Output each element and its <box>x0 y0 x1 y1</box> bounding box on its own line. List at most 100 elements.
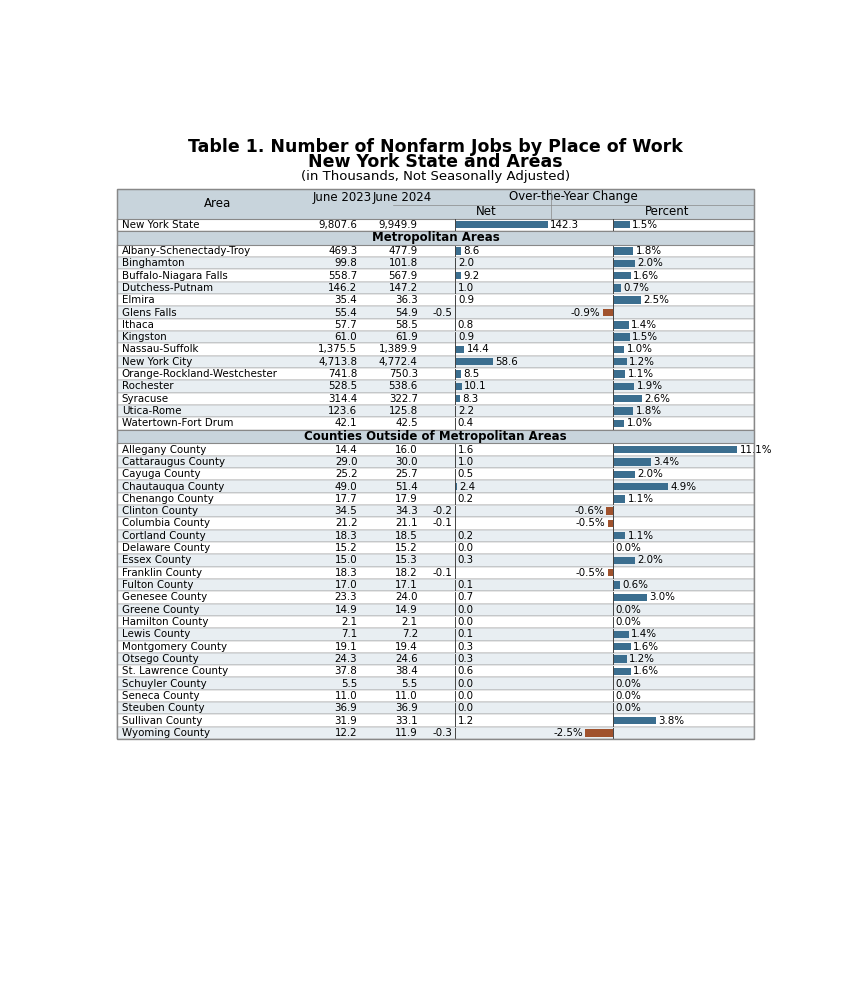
Text: 567.9: 567.9 <box>388 271 418 281</box>
Text: 54.9: 54.9 <box>395 308 418 318</box>
Bar <box>117 189 754 219</box>
Text: 16.0: 16.0 <box>395 445 418 455</box>
Bar <box>117 517 754 530</box>
Text: 4.9%: 4.9% <box>670 482 696 492</box>
Bar <box>117 417 754 430</box>
Text: 0.6%: 0.6% <box>622 580 649 590</box>
Bar <box>117 245 754 257</box>
Bar <box>455 358 493 365</box>
Text: 0.2: 0.2 <box>457 494 473 504</box>
Text: Ithaca: Ithaca <box>122 320 154 330</box>
Bar <box>455 260 456 267</box>
Text: 0.0: 0.0 <box>457 679 473 689</box>
Text: 23.3: 23.3 <box>335 592 357 602</box>
Bar <box>117 306 754 319</box>
Bar <box>117 591 754 604</box>
Text: Area: Area <box>204 197 231 210</box>
Text: 4,713.8: 4,713.8 <box>319 357 357 367</box>
Text: 14.4: 14.4 <box>335 445 357 455</box>
Text: Fulton County: Fulton County <box>122 580 193 590</box>
Text: 1.6%: 1.6% <box>633 271 660 281</box>
Text: 0.1: 0.1 <box>457 629 473 639</box>
Text: 1.5%: 1.5% <box>632 220 658 230</box>
Text: 15.3: 15.3 <box>395 555 418 565</box>
Text: 123.6: 123.6 <box>328 406 357 416</box>
Text: 11.0: 11.0 <box>395 691 418 701</box>
Bar <box>117 380 754 393</box>
Text: 0.1: 0.1 <box>457 580 473 590</box>
Text: 30.0: 30.0 <box>395 457 418 467</box>
Bar <box>117 257 754 269</box>
Bar <box>613 557 636 564</box>
Text: Montgomery County: Montgomery County <box>122 642 227 652</box>
Bar <box>613 483 668 490</box>
Text: 0.0%: 0.0% <box>615 617 641 627</box>
Text: 3.8%: 3.8% <box>658 716 684 726</box>
Text: 31.9: 31.9 <box>335 716 357 726</box>
Bar <box>117 628 754 641</box>
Text: 538.6: 538.6 <box>388 381 418 391</box>
Text: Syracuse: Syracuse <box>122 394 169 404</box>
Text: 0.4: 0.4 <box>457 418 473 428</box>
Text: Chenango County: Chenango County <box>122 494 213 504</box>
Text: 5.5: 5.5 <box>401 679 418 689</box>
Text: 29.0: 29.0 <box>335 457 357 467</box>
Text: 1.0: 1.0 <box>458 457 474 467</box>
Text: 147.2: 147.2 <box>388 283 418 293</box>
Bar <box>613 643 631 650</box>
Text: 0.0: 0.0 <box>457 605 473 615</box>
Text: Cayuga County: Cayuga County <box>122 469 201 479</box>
Text: Sullivan County: Sullivan County <box>122 716 202 726</box>
Text: 8.5: 8.5 <box>463 369 479 379</box>
Bar <box>455 483 456 490</box>
Text: 18.2: 18.2 <box>395 568 418 578</box>
Text: 1.0: 1.0 <box>458 283 474 293</box>
Text: 0.3: 0.3 <box>457 654 473 664</box>
Bar <box>613 284 620 292</box>
Text: Genesee County: Genesee County <box>122 592 207 602</box>
Text: 528.5: 528.5 <box>328 381 357 391</box>
Bar <box>117 567 754 579</box>
Bar <box>608 569 613 576</box>
Text: 0.0%: 0.0% <box>615 679 641 689</box>
Text: 99.8: 99.8 <box>335 258 357 268</box>
Bar <box>117 269 754 282</box>
Bar <box>117 554 754 567</box>
Bar <box>613 655 626 663</box>
Text: -0.1: -0.1 <box>433 518 452 528</box>
Text: 18.5: 18.5 <box>395 531 418 541</box>
Text: Nassau-Suffolk: Nassau-Suffolk <box>122 344 198 354</box>
Text: Seneca County: Seneca County <box>122 691 200 701</box>
Text: Table 1. Number of Nonfarm Jobs by Place of Work: Table 1. Number of Nonfarm Jobs by Place… <box>188 138 683 156</box>
Text: Albany-Schenectady-Troy: Albany-Schenectady-Troy <box>122 246 251 256</box>
Text: -0.1: -0.1 <box>433 568 452 578</box>
Text: New York State and Areas: New York State and Areas <box>309 153 563 171</box>
Bar <box>613 668 631 675</box>
Text: Wyoming County: Wyoming County <box>122 728 210 738</box>
Text: 477.9: 477.9 <box>388 246 418 256</box>
Text: 38.4: 38.4 <box>395 666 418 676</box>
Bar <box>117 579 754 591</box>
Text: 21.1: 21.1 <box>395 518 418 528</box>
Bar <box>117 677 754 690</box>
Text: -0.5%: -0.5% <box>575 568 605 578</box>
Text: 17.0: 17.0 <box>335 580 357 590</box>
Text: 314.4: 314.4 <box>328 394 357 404</box>
Bar <box>613 407 633 415</box>
Text: -2.5%: -2.5% <box>553 728 583 738</box>
Text: 0.0%: 0.0% <box>615 605 641 615</box>
Text: 101.8: 101.8 <box>388 258 418 268</box>
Text: 2.0%: 2.0% <box>638 258 664 268</box>
Text: 15.2: 15.2 <box>395 543 418 553</box>
Text: June 2023: June 2023 <box>312 191 371 204</box>
Text: 35.4: 35.4 <box>335 295 357 305</box>
Bar <box>455 395 461 402</box>
Bar <box>606 507 613 515</box>
Text: 2.0: 2.0 <box>459 258 474 268</box>
Bar <box>613 358 626 365</box>
Text: 24.6: 24.6 <box>395 654 418 664</box>
Text: 322.7: 322.7 <box>388 394 418 404</box>
Text: 42.1: 42.1 <box>335 418 357 428</box>
Text: 0.5: 0.5 <box>457 469 473 479</box>
Text: 1.0%: 1.0% <box>626 344 653 354</box>
